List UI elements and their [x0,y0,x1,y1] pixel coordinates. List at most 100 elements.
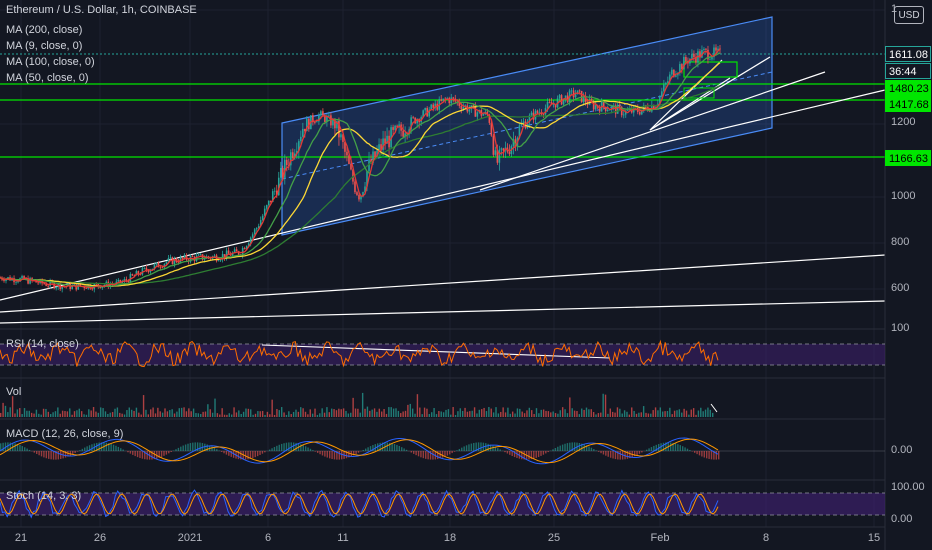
vol-bar-151 [359,412,361,417]
candle-body-109 [217,260,220,262]
candle-body-173 [346,151,348,156]
macd-label[interactable]: MACD (12, 26, close, 9) [6,428,124,440]
candle-body-198 [396,125,398,127]
candle-body-215 [430,104,432,110]
vol-bar-78 [185,411,188,417]
vol-bar-49 [116,407,119,417]
macd-hist-73 [175,449,177,451]
candle-body-92 [183,255,186,259]
vol-bar-252 [600,412,602,417]
candle-body-205 [410,117,412,130]
vol-bar-133 [316,414,319,417]
candle-body-39 [77,284,80,290]
macd-hist-147 [352,451,355,456]
candle-body-190 [380,144,382,150]
candle-body-217 [434,103,437,108]
rsi-label[interactable]: RSI (14, close) [6,338,79,350]
target-box-1[interactable] [683,61,738,78]
vol-bar-59 [140,414,142,417]
vol-bar-56 [133,410,135,417]
candle-body-177 [354,181,356,193]
candle-body-143 [285,159,288,165]
candle-body-123 [245,245,248,250]
vol-bar-223 [531,410,533,417]
stoch-label[interactable]: Stoch (14, 3, 3) [6,490,82,502]
macd-hist-126 [302,445,304,451]
legend-ma-100[interactable]: MA (100, close, 0) [6,56,95,68]
macd-hist-168 [403,448,405,451]
vol-bar-137 [326,407,328,417]
candle-body-192 [384,138,386,144]
vol-bar-226 [538,413,540,417]
macd-hist-293 [703,451,705,458]
candle-body-185 [370,159,372,163]
candle-body-226 [452,97,455,99]
macd-hist-34 [81,448,84,451]
candle-body-251 [502,148,505,151]
currency-button[interactable]: USD [894,6,924,24]
legend-ma-200[interactable]: MA (200, close) [6,24,83,36]
candle-body-352 [705,48,707,50]
macd-hist-129 [309,448,312,451]
candle-body-247 [494,150,497,155]
trend-line-5[interactable] [649,56,771,131]
vol-bar-43 [102,408,104,417]
vol-bar-235 [559,410,561,417]
x-tick-8: 8 [762,532,770,544]
vol-bar-212 [504,412,507,417]
macd-hist-142 [340,451,343,460]
trend-line-2[interactable] [0,254,886,313]
candle-body-299 [598,107,601,112]
macd-hist-139 [333,451,336,460]
candle-body-342 [685,57,687,62]
macd-hist-232 [557,446,559,451]
vol-label[interactable]: Vol [6,386,22,398]
vol-bar-103 [245,408,247,417]
vol-bar-107 [254,413,257,417]
vol-bar-31 [73,411,76,417]
rsi-trend-line[interactable] [261,344,611,359]
trend-line-1[interactable] [0,89,886,301]
macd-hist-252 [605,451,607,456]
vol-bar-251 [597,413,600,417]
candle-body-68 [135,271,138,276]
macd-hist-177 [425,451,427,459]
vol-bar-248 [590,409,592,417]
legend-ma-50[interactable]: MA (50, close, 0) [6,72,89,84]
candle-body-265 [530,112,533,116]
stoch-tick-0: 0.00 [891,513,913,525]
vol-bar-95 [226,414,228,417]
vol-bar-272 [647,413,650,417]
target-box-2[interactable] [683,87,715,99]
macd-hist-24 [57,451,60,460]
macd-hist-164 [393,444,396,451]
trend-line-4[interactable] [479,71,826,191]
macd-hist-17 [40,451,43,457]
vol-bar-48 [114,408,116,417]
macd-hist-125 [300,444,302,451]
trend-line-3[interactable] [0,300,886,324]
vol-bar-234 [557,413,559,417]
candle-body-137 [273,190,276,192]
candle-body-196 [392,127,394,130]
macd-hist-4 [9,442,12,451]
candle-body-340 [681,64,683,70]
macd-hist-207 [497,448,499,451]
vol-bar-100 [238,410,240,417]
vol-bar-282 [671,414,673,417]
macd-hist-195 [468,444,470,451]
macd-hist-6 [14,443,16,451]
vol-bar-170 [404,410,407,417]
vol-bar-203 [483,407,485,417]
legend-ma-9[interactable]: MA (9, close, 0) [6,40,83,52]
vol-bar-202 [481,409,483,417]
vol-bar-37 [88,409,90,417]
vol-bar-281 [669,407,671,417]
vol-bar-90 [214,398,216,417]
candle-body-191 [382,138,384,150]
macd-hist-46 [110,443,112,451]
candle-body-98 [195,255,198,261]
macd-hist-90 [216,449,218,451]
chart-grid [0,0,885,527]
